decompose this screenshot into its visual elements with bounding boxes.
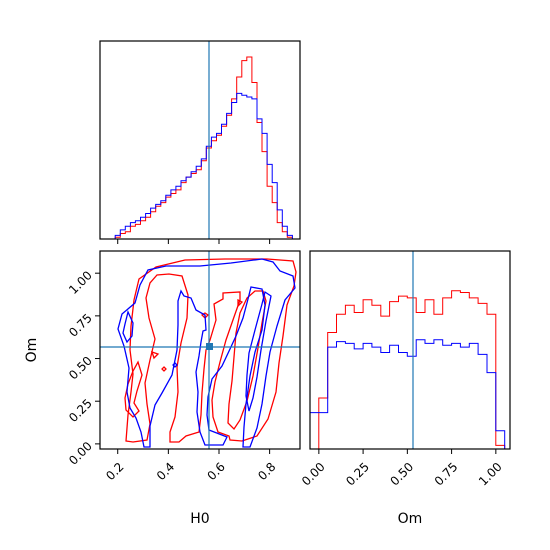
om-marginal-frame [309,250,511,450]
red-inner-contour [227,290,267,431]
x-tick-label: 0.6 [205,460,228,483]
blue-outer-contour [117,258,296,448]
blue-inner-contour [245,290,272,412]
om-y-axis-label: Om [24,338,40,363]
om-histograms [309,290,506,450]
joint-frame [99,250,301,450]
h0-histograms [100,56,298,240]
x-tick-label: 1.00 [476,460,505,489]
y-tick-label: 0.00 [66,439,95,468]
red-spot-b [161,366,167,372]
contour-red [124,258,297,443]
red-histogram [100,56,298,240]
om-marginal-x-ticks: 0.00 0.25 0.50 0.75 1.00 [299,449,505,488]
h0-marginal-x-ticks [117,239,271,244]
y-tick-label: 1.00 [66,268,95,297]
contour-blue [117,258,296,448]
x-tick-label: 0.2 [103,460,126,483]
blue-spot-a [172,362,178,368]
red-outer-contour [125,258,297,443]
h0-marginal-frame [99,40,301,240]
x-tick-label: 0.25 [343,460,372,489]
red-spot-c [150,350,160,360]
h0-om-joint-panel: 0.2 0.4 0.6 0.8 0.00 0.25 0.50 0.75 1.00 H0 Om [24,250,301,527]
om-axis-label: Om [398,511,423,527]
x-tick-label: 0.00 [299,460,328,489]
red-island-contour [124,360,143,418]
red-histogram [310,290,506,450]
joint-y-ticks: 0.00 0.25 0.50 0.75 1.00 [66,268,100,468]
joint-x-ticks: 0.2 0.4 0.6 0.8 [103,449,279,483]
x-tick-label: 0.75 [432,460,461,489]
h0-marginal-panel [99,40,301,244]
om-marginal-panel: 0.00 0.25 0.50 0.75 1.00 Om [299,250,511,527]
x-tick-label: 0.4 [154,460,177,483]
y-tick-label: 0.75 [66,311,95,340]
h0-axis-label: H0 [190,511,209,527]
blue-left-contour [122,310,134,344]
y-tick-label: 0.50 [66,354,95,383]
x-tick-label: 0.8 [255,460,278,483]
blue-histogram [309,339,506,449]
blue-histogram [100,92,298,240]
red-spot-d [237,298,244,308]
y-tick-label: 0.25 [66,396,95,425]
x-tick-label: 0.50 [388,460,417,489]
